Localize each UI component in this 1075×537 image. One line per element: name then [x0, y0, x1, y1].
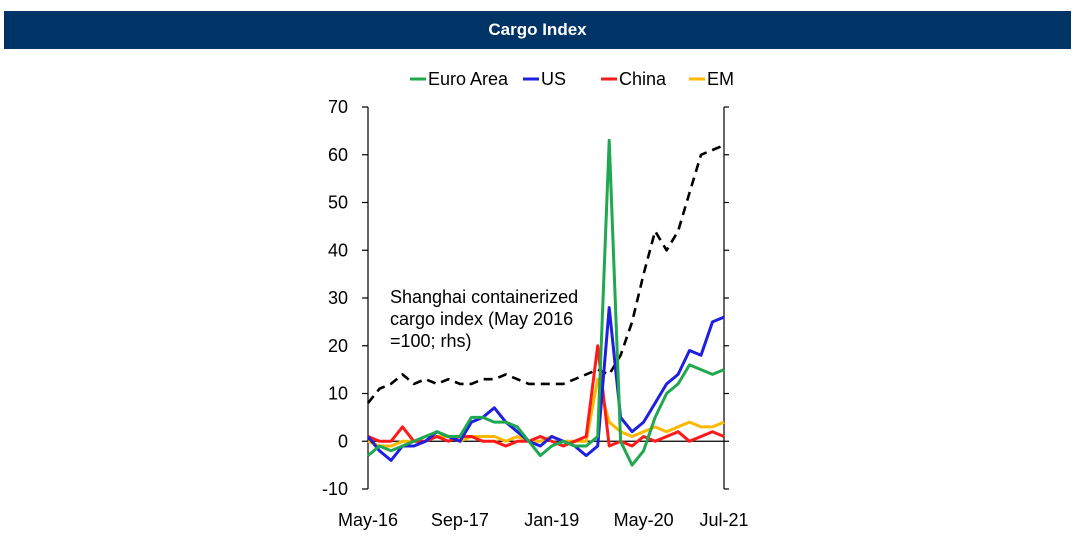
annotation-line: =100; rhs) — [390, 331, 472, 351]
x-tick-label: Sep-17 — [431, 510, 489, 530]
legend-label: Euro Area — [428, 69, 509, 89]
annotation-line: cargo index (May 2016 — [390, 309, 573, 329]
legend: Euro Area US China EM — [410, 69, 734, 89]
y-tick-label: 40 — [328, 240, 348, 260]
legend-label: China — [619, 69, 667, 89]
chart-title: Cargo Index — [488, 20, 587, 39]
legend-label: EM — [707, 69, 734, 89]
x-tick-label: May-16 — [338, 510, 398, 530]
y-tick-label: 50 — [328, 193, 348, 213]
y-tick-label: -10 — [322, 479, 348, 499]
x-tick-label: Jan-19 — [524, 510, 579, 530]
series-line-euro-area — [367, 138, 725, 467]
series-lines — [366, 138, 725, 467]
y-tick-label: 10 — [328, 384, 348, 404]
x-tick-label: May-20 — [614, 510, 674, 530]
annotation-line: Shanghai containerized — [390, 287, 578, 307]
y-tick-label: 20 — [328, 336, 348, 356]
chart-header: Cargo Index — [4, 11, 1071, 49]
y-tick-label: 0 — [338, 431, 348, 451]
y-tick-label: 70 — [328, 97, 348, 117]
y-tick-label: 60 — [328, 145, 348, 165]
series-line-us — [366, 306, 725, 462]
x-tick-label: Jul-21 — [699, 510, 748, 530]
series-line-shanghai-containerized-cargo-index — [366, 144, 725, 404]
legend-label: US — [541, 69, 566, 89]
y-tick-label: 30 — [328, 288, 348, 308]
